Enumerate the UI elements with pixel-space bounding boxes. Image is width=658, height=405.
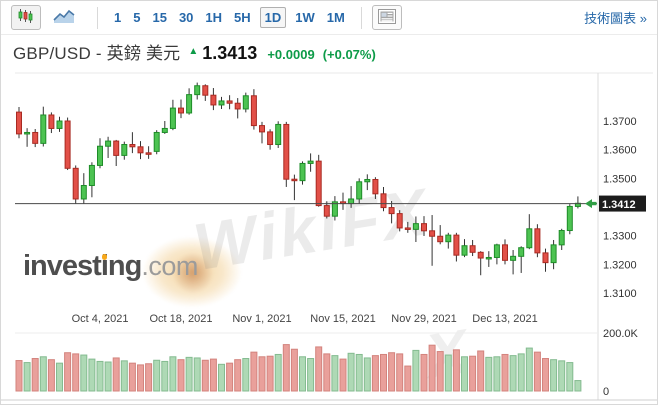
- svg-text:200.0K: 200.0K: [603, 328, 639, 340]
- technical-charts-link[interactable]: 技術圖表 »: [584, 11, 647, 26]
- orange-logo-watermark: [143, 237, 241, 307]
- investing-com-logo: investing.com: [23, 250, 198, 282]
- candlestick-chart-button[interactable]: [11, 5, 41, 30]
- timeframe-button-30[interactable]: 30: [178, 10, 194, 25]
- timeframe-button-5h[interactable]: 5H: [234, 10, 251, 25]
- timeframe-button-1m[interactable]: 1M: [326, 10, 345, 25]
- pair-title: GBP/USD - 英鎊 美元: [13, 44, 181, 63]
- svg-text:Nov 15, 2021: Nov 15, 2021: [310, 313, 375, 325]
- timeframe-button-1d[interactable]: 1D: [259, 7, 287, 28]
- timeframe-button-1w[interactable]: 1W: [295, 10, 315, 25]
- svg-text:1.3500: 1.3500: [603, 173, 637, 185]
- price-change: +0.0009: [267, 47, 315, 62]
- svg-text:0: 0: [603, 386, 609, 398]
- toolbar: 1 5 15 30 1H 5H 1D 1W 1M 技術圖表 »: [1, 1, 657, 35]
- up-arrow-icon: ▲: [188, 46, 199, 57]
- logo-orange-dot: i: [100, 250, 109, 282]
- line-chart-icon: [53, 9, 75, 27]
- svg-text:Nov 29, 2021: Nov 29, 2021: [391, 313, 456, 325]
- svg-text:Nov 1, 2021: Nov 1, 2021: [232, 313, 291, 325]
- candlestick-chart-icon: [17, 8, 35, 27]
- quote-row: GBP/USD - 英鎊 美元 ▲ 1.3413 +0.0009 (+0.07%…: [1, 35, 657, 72]
- toolbar-divider: [97, 6, 98, 29]
- toolbar-divider: [360, 6, 362, 29]
- last-price: 1.3413: [202, 43, 258, 63]
- orange-logo-watermark-core: [169, 253, 217, 293]
- svg-text:1.3300: 1.3300: [603, 231, 637, 243]
- news-panel-button[interactable]: [371, 5, 402, 30]
- news-panel-icon: [377, 8, 396, 27]
- svg-text:Oct 4, 2021: Oct 4, 2021: [72, 313, 129, 325]
- svg-text:1.3600: 1.3600: [603, 145, 637, 157]
- svg-text:Oct 18, 2021: Oct 18, 2021: [150, 313, 213, 325]
- timeframe-button-15[interactable]: 15: [152, 10, 167, 25]
- svg-text:1.3200: 1.3200: [603, 259, 637, 271]
- svg-text:1.3100: 1.3100: [603, 288, 637, 300]
- svg-text:1.3700: 1.3700: [603, 116, 637, 128]
- svg-text:Dec 13, 2021: Dec 13, 2021: [472, 313, 537, 325]
- timeframe-button-5[interactable]: 5: [133, 10, 141, 25]
- line-chart-button[interactable]: [49, 5, 79, 30]
- svg-text:1.3412: 1.3412: [602, 199, 636, 211]
- timeframe-button-1h[interactable]: 1H: [205, 10, 223, 25]
- timeframe-button-1[interactable]: 1: [114, 10, 122, 25]
- price-change-percent: (+0.07%): [322, 47, 376, 62]
